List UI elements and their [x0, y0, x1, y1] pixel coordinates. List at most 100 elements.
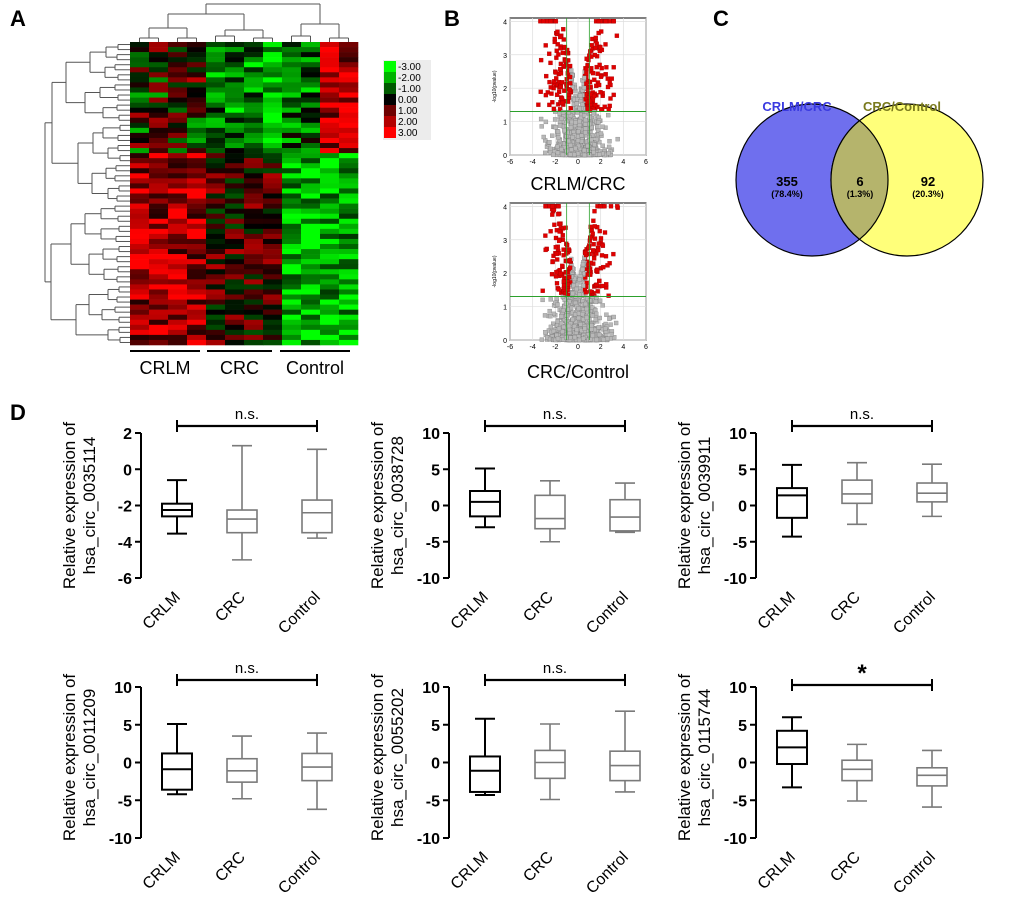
volcano-point: [586, 262, 591, 267]
heatmap-cell: [282, 324, 302, 331]
heatmap-cell: [301, 77, 321, 83]
heatmap-cell: [225, 319, 245, 326]
heatmap-cell: [339, 122, 359, 129]
y-axis-label-line1: Relative expression of: [60, 674, 79, 842]
heatmap-cell: [263, 168, 283, 174]
volcano-point: [548, 146, 553, 152]
heatmap-cell: [301, 289, 321, 295]
y-axis-label-line1: Relative expression of: [368, 422, 387, 590]
volcano-point: [609, 76, 614, 81]
y-tick-label: 2: [503, 271, 507, 278]
volcano-plot: -6 -4 -2 0 2 4 6 0 1 2 3 4 -log10(pvalue) CRC/Control: [492, 202, 648, 382]
heatmap-cell: [282, 244, 302, 250]
volcano-point: [543, 119, 549, 125]
heatmap-cell: [282, 122, 302, 129]
heatmap-cell: [206, 259, 226, 265]
y-tick-label: 1: [503, 305, 507, 312]
volcano-point: [566, 323, 572, 329]
volcano-point: [598, 131, 604, 136]
heatmap-cell: [225, 72, 245, 78]
heatmap-cell: [206, 107, 226, 113]
heatmap-cell: [339, 92, 359, 98]
volcano-point: [584, 306, 589, 312]
heatmap-cell: [244, 178, 264, 184]
heatmap-cell: [320, 284, 340, 290]
volcano-point: [584, 280, 589, 285]
heatmap-cell: [244, 92, 264, 98]
volcano-point: [556, 238, 562, 244]
volcano-point: [571, 152, 577, 157]
heatmap-cell: [301, 87, 321, 93]
volcano-point: [555, 302, 560, 307]
heatmap-cell: [339, 42, 359, 48]
heatmap-cell: [187, 238, 207, 245]
heatmap-cell: [339, 319, 359, 326]
heatmap-cell: [149, 269, 169, 275]
heatmap-cell: [282, 87, 302, 93]
volcano-point: [555, 257, 560, 262]
heatmap-cell: [339, 324, 359, 331]
boxplot-box: [916, 463, 948, 518]
y-tick-label: 0: [431, 499, 440, 516]
heatmap-cell: [168, 334, 188, 341]
volcano-point: [551, 321, 556, 326]
heatmap-cell: [244, 249, 264, 255]
heatmap-cell: [339, 117, 359, 124]
volcano-point: [562, 127, 567, 133]
heatmap-cell: [263, 173, 283, 179]
heatmap-cell: [149, 304, 169, 310]
x-tick-label: 2: [599, 344, 603, 351]
heatmap-cell: [320, 289, 340, 295]
boxplot-box: [776, 463, 808, 538]
x-tick-label: -6: [507, 159, 513, 166]
heatmap-cell: [320, 132, 340, 139]
heatmap-cell: [244, 47, 264, 53]
heatmap-cell: [168, 112, 188, 119]
heatmap-cell: [130, 82, 150, 88]
heatmap-cell: [206, 193, 226, 199]
heatmap-cell: [244, 132, 264, 139]
heatmap-cell: [149, 188, 169, 194]
heatmap-cell: [225, 62, 245, 68]
heatmap-cell: [263, 82, 283, 88]
heatmap-cell: [301, 52, 321, 58]
heatmap-cell: [301, 122, 321, 129]
heatmap-cell: [168, 299, 188, 305]
heatmap-cell: [301, 334, 321, 341]
heatmap-cell: [168, 102, 188, 108]
heatmap-cell: [206, 87, 226, 93]
heatmap-cell: [168, 274, 188, 280]
heatmap-cell: [263, 77, 283, 83]
heatmap-cell: [244, 259, 264, 265]
heatmap-cell: [320, 173, 340, 179]
heatmap-cell: [339, 238, 359, 245]
heatmap-cell: [282, 77, 302, 83]
heatmap-cell: [301, 213, 321, 220]
boxplot-box: [534, 723, 566, 801]
y-axis-label-line2: hsa_circ_0035114: [80, 437, 99, 575]
volcano-point: [562, 88, 567, 93]
heatmap-cell: [225, 284, 245, 290]
heatmap-cell: [244, 334, 264, 341]
heatmap-cell: [168, 117, 188, 124]
heatmap-cell: [301, 274, 321, 280]
heatmap-cell: [263, 218, 283, 225]
heatmap-cell: [225, 102, 245, 108]
volcano-point: [588, 84, 593, 89]
heatmap-cell: [244, 309, 264, 315]
venn-right-pct: (20.3%): [912, 189, 944, 199]
heatmap-cell: [320, 279, 340, 285]
volcano-point: [552, 36, 557, 42]
heatmap-cell: [130, 168, 150, 174]
heatmap-cell: [206, 102, 226, 108]
volcano-point: [599, 253, 605, 258]
volcano-point: [561, 324, 566, 330]
boxplot-chart: 10 5 0 -5 -10 Relative expression of hsa_circ_…: [368, 660, 641, 897]
heatmap-cell: [168, 233, 188, 240]
y-tick-label: 1: [503, 120, 507, 127]
heatmap-cell: [206, 198, 226, 204]
heatmap-cell: [187, 168, 207, 174]
heatmap-cell: [168, 238, 188, 245]
heatmap-cell: [168, 213, 188, 220]
venn-diagram: CRLM/CRC CRC/Control 355 (78.4%) 6 (1.3%…: [735, 99, 984, 257]
